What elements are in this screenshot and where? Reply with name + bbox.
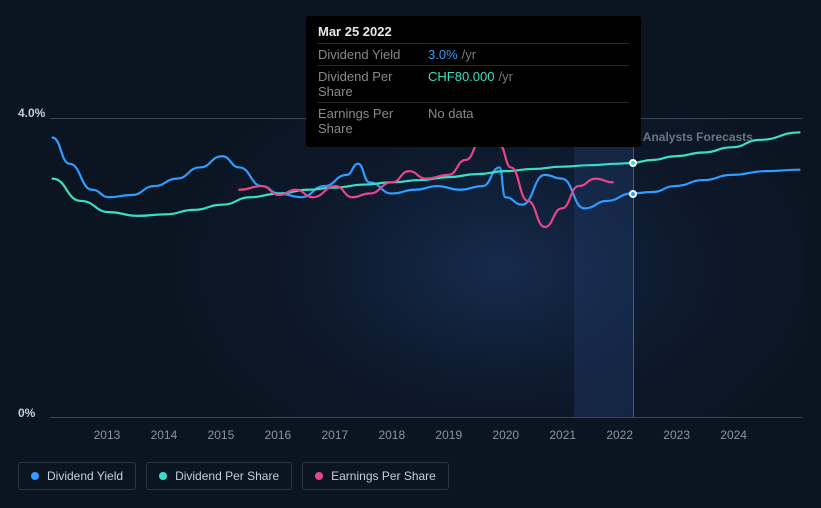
y-axis-min-label: 0% [18,406,35,420]
legend-dot-icon [159,472,167,480]
legend-label: Dividend Per Share [175,469,279,483]
tooltip-row: Earnings Per ShareNo data [318,102,629,139]
legend-item-dividend-per-share[interactable]: Dividend Per Share [146,462,292,490]
x-axis-tick-label: 2013 [94,428,121,442]
tooltip-row-value: CHF80.000/yr [428,69,513,99]
series-marker [629,190,637,198]
x-axis-tick-label: 2015 [208,428,235,442]
tooltip-row-value: No data [428,106,474,136]
x-axis-tick-label: 2019 [435,428,462,442]
tooltip-row: Dividend Per ShareCHF80.000/yr [318,65,629,102]
y-axis-max-label: 4.0% [18,106,45,120]
legend-item-earnings-per-share[interactable]: Earnings Per Share [302,462,449,490]
x-axis-tick-label: 2024 [720,428,747,442]
tooltip-row-label: Dividend Per Share [318,69,428,99]
x-axis-tick-label: 2020 [492,428,519,442]
x-axis-tick-label: 2021 [549,428,576,442]
x-axis-tick-label: 2014 [151,428,178,442]
tooltip-date: Mar 25 2022 [318,24,629,39]
x-axis-labels: 2013 2014 2015 2016 2017 2018 2019 2020 2021 2022… [50,428,802,444]
tooltip-row-label: Earnings Per Share [318,106,428,136]
series-marker [629,159,637,167]
hover-tooltip: Mar 25 2022 Dividend Yield3.0%/yrDividen… [306,16,641,147]
tooltip-row: Dividend Yield3.0%/yr [318,43,629,65]
x-axis-tick-label: 2023 [663,428,690,442]
legend-dot-icon [315,472,323,480]
x-axis-tick-label: 2016 [265,428,292,442]
legend: Dividend Yield Dividend Per Share Earnin… [18,462,449,490]
x-axis-tick-label: 2018 [378,428,405,442]
chart-lines-svg [50,119,802,417]
legend-dot-icon [31,472,39,480]
tooltip-row-value: 3.0%/yr [428,47,476,62]
tooltip-row-label: Dividend Yield [318,47,428,62]
forecast-label: Analysts Forecasts [643,130,753,144]
legend-label: Earnings Per Share [331,469,436,483]
series-line-dividend_yield [53,138,800,209]
x-axis-tick-label: 2017 [321,428,348,442]
legend-label: Dividend Yield [47,469,123,483]
x-axis-tick-label: 2022 [606,428,633,442]
plot-area[interactable] [50,118,802,418]
series-line-earnings_per_share [239,138,612,227]
legend-item-dividend-yield[interactable]: Dividend Yield [18,462,136,490]
